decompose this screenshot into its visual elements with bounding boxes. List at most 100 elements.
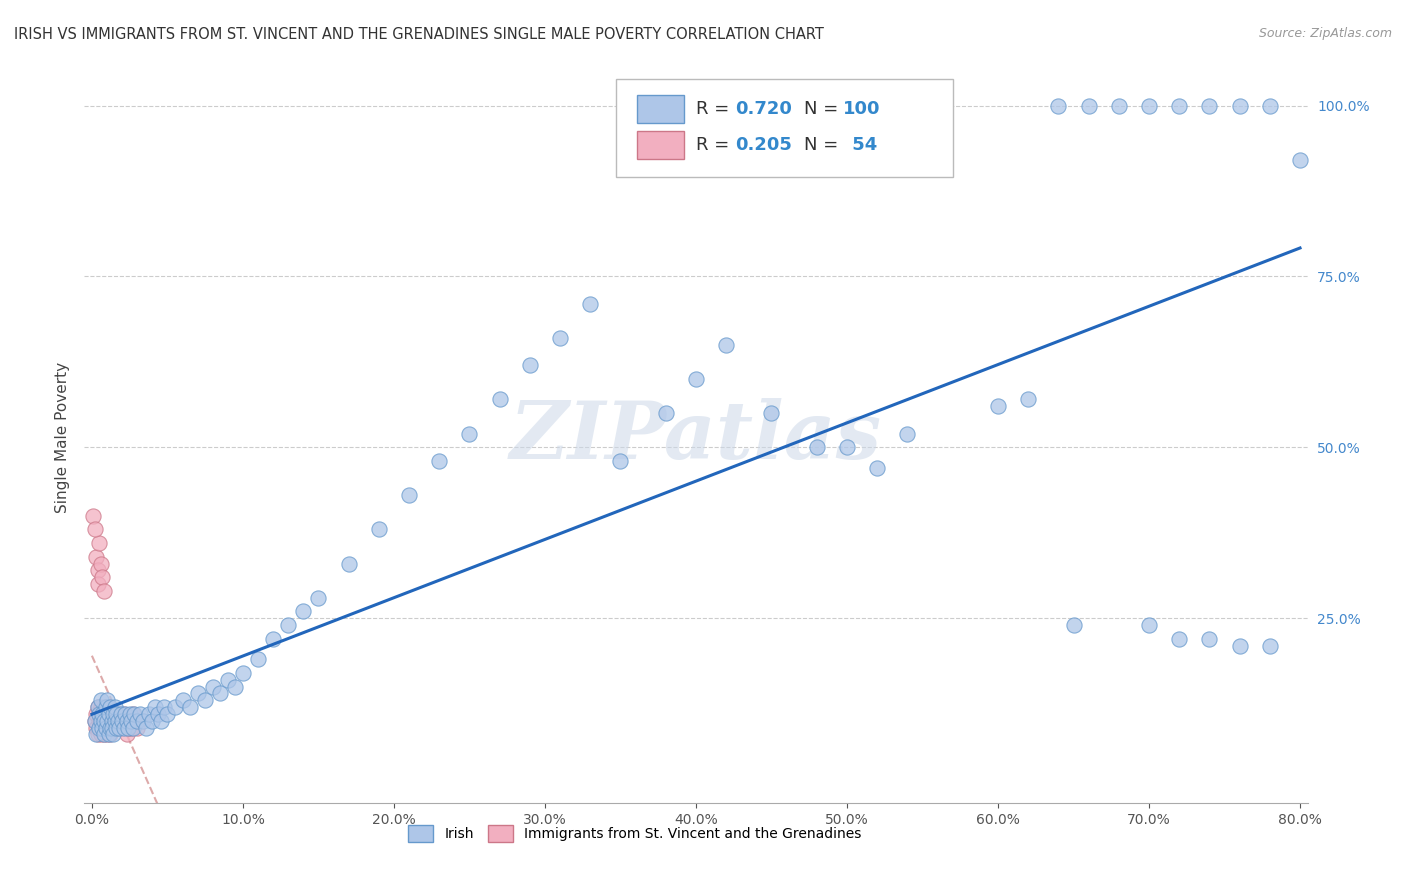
Point <box>714 338 737 352</box>
Point <box>122 706 145 721</box>
Point <box>115 714 138 728</box>
Point <box>91 721 114 735</box>
Point <box>114 706 136 721</box>
Point <box>153 700 176 714</box>
Point <box>91 714 114 728</box>
Point <box>89 721 111 735</box>
Point <box>107 714 129 728</box>
Point <box>89 714 111 728</box>
Point <box>87 563 110 577</box>
Point <box>194 693 217 707</box>
Text: 0.205: 0.205 <box>735 136 792 154</box>
Point <box>132 714 155 728</box>
Point <box>110 714 132 728</box>
Point <box>806 440 828 454</box>
Point <box>141 714 163 728</box>
Point <box>100 721 122 735</box>
Point <box>143 700 166 714</box>
Point <box>97 721 120 735</box>
Point <box>232 665 254 680</box>
Point <box>247 652 270 666</box>
Point <box>96 700 118 714</box>
Point <box>89 536 111 550</box>
Text: Source: ZipAtlas.com: Source: ZipAtlas.com <box>1258 27 1392 40</box>
Point <box>1077 98 1099 112</box>
Point <box>96 693 118 707</box>
Point <box>103 721 125 735</box>
Point <box>94 706 117 721</box>
Point <box>114 714 136 728</box>
Point <box>100 714 122 728</box>
Point <box>1258 98 1281 112</box>
Point <box>138 706 160 721</box>
Point <box>97 706 120 721</box>
Point <box>1289 153 1312 168</box>
Point <box>101 714 124 728</box>
Point <box>93 583 115 598</box>
Text: R =: R = <box>696 100 735 118</box>
Point <box>579 297 602 311</box>
Point <box>96 727 118 741</box>
Point <box>120 714 142 728</box>
Point <box>96 714 118 728</box>
Point <box>82 508 104 523</box>
Point <box>111 714 134 728</box>
Point <box>1137 618 1160 632</box>
Point <box>127 714 149 728</box>
Point <box>1047 98 1070 112</box>
Point <box>548 331 571 345</box>
Point <box>121 706 143 721</box>
Point <box>103 714 125 728</box>
Point <box>150 714 173 728</box>
FancyBboxPatch shape <box>616 78 953 178</box>
Point <box>90 714 112 728</box>
Text: R =: R = <box>696 136 735 154</box>
Point <box>91 570 114 584</box>
Point <box>90 700 112 714</box>
Point <box>1108 98 1130 112</box>
Point <box>118 706 141 721</box>
Point <box>866 460 889 475</box>
Point <box>89 706 111 721</box>
Point <box>111 721 134 735</box>
Point <box>156 706 179 721</box>
Point <box>90 727 112 741</box>
Point <box>87 700 110 714</box>
Point <box>105 721 128 735</box>
Point <box>103 706 125 721</box>
Point <box>90 693 112 707</box>
Point <box>685 372 707 386</box>
Point <box>93 714 115 728</box>
Point <box>262 632 284 646</box>
Point <box>91 706 114 721</box>
Point <box>96 714 118 728</box>
Point <box>120 721 142 735</box>
Point <box>97 706 120 721</box>
Point <box>398 488 420 502</box>
Point <box>108 721 131 735</box>
Text: N =: N = <box>804 100 844 118</box>
Point <box>98 700 121 714</box>
Point <box>105 714 128 728</box>
Point <box>1258 639 1281 653</box>
Point <box>105 706 128 721</box>
Point <box>1017 392 1039 407</box>
Point <box>135 721 157 735</box>
Point <box>86 721 108 735</box>
Point <box>91 706 114 721</box>
Point <box>98 727 121 741</box>
Point <box>1168 98 1191 112</box>
Point <box>112 706 135 721</box>
Point <box>224 680 246 694</box>
Text: 0.720: 0.720 <box>735 100 792 118</box>
Point <box>127 721 149 735</box>
Point <box>292 604 315 618</box>
Point <box>163 700 186 714</box>
Point <box>93 714 115 728</box>
Point <box>98 714 121 728</box>
Point <box>209 686 232 700</box>
Text: ZIPatlas: ZIPatlas <box>510 399 882 475</box>
Point <box>609 454 631 468</box>
Point <box>519 359 541 373</box>
Point <box>121 721 143 735</box>
